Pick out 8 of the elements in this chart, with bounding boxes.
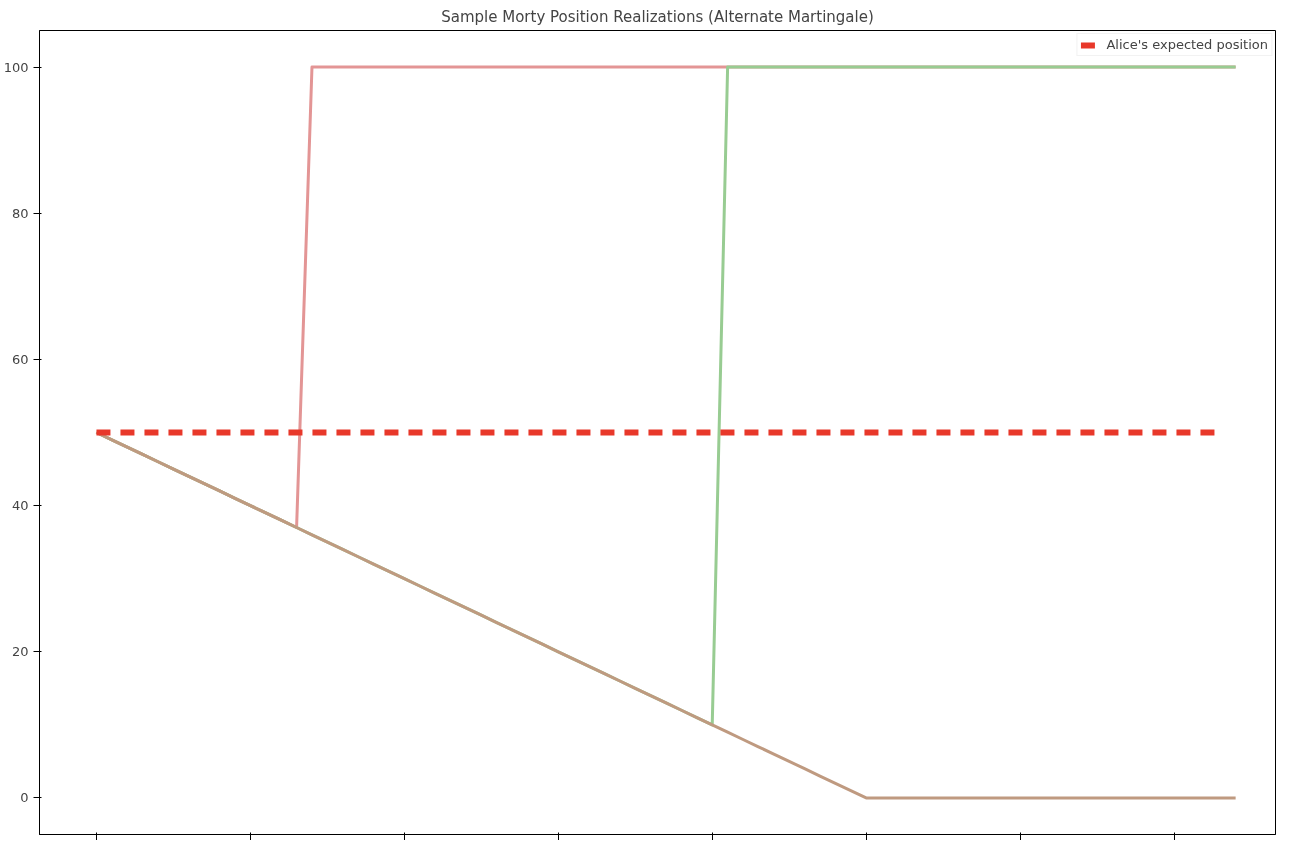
y-tick-label: 0 [20,790,29,806]
chart-title: Sample Morty Position Realizations (Alternate Martingale) [441,7,874,26]
y-tick-label: 100 [3,59,29,75]
y-tick-label: 20 [11,644,29,660]
y-tick-label: 40 [11,498,29,514]
legend-label: Alice's expected position [1106,37,1268,52]
y-tick-label: 80 [11,205,29,221]
y-tick-label: 60 [11,351,29,367]
